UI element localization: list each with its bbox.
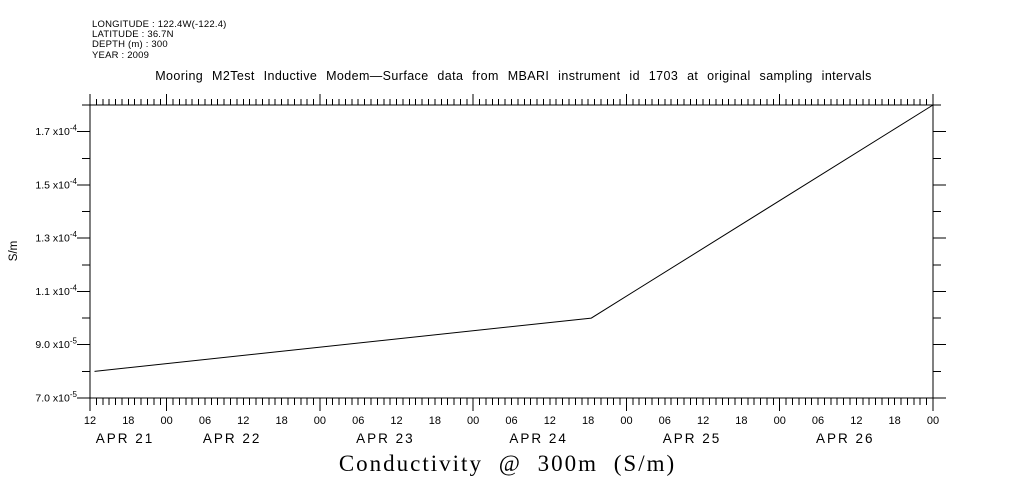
x-hour-label: 00 bbox=[467, 415, 479, 427]
x-date-label: APR 21 bbox=[96, 431, 155, 446]
x-hour-label: 18 bbox=[275, 415, 287, 427]
metadata-year: YEAR : 2009 bbox=[92, 49, 150, 61]
x-date-label: APR 23 bbox=[356, 431, 415, 446]
x-hour-label: 06 bbox=[659, 415, 671, 427]
metadata-longitude: LONGITUDE : 122.4W(-122.4) bbox=[92, 19, 227, 30]
x-hour-label: 06 bbox=[505, 415, 517, 427]
plot-frame bbox=[89, 104, 934, 399]
metadata-block: LONGITUDE : 122.4W(-122.4) LATITUDE : 36… bbox=[92, 19, 227, 61]
data-line bbox=[94, 104, 934, 372]
x-hour-label: 18 bbox=[122, 415, 134, 427]
footer-title: Conductivity @ 300m (S/m) bbox=[338, 451, 677, 476]
x-hour-label: 00 bbox=[314, 415, 326, 427]
x-date-label: APR 25 bbox=[663, 431, 722, 446]
x-hour-label: 06 bbox=[199, 415, 211, 427]
x-hour-label: 06 bbox=[352, 415, 364, 427]
x-hour-label: 12 bbox=[237, 415, 249, 427]
x-hour-label: 12 bbox=[544, 415, 556, 427]
y-tick-label: 1.1 x10-4 bbox=[35, 283, 77, 298]
y-tick-label: 1.5 x10-4 bbox=[35, 177, 77, 192]
x-date-label: APR 22 bbox=[203, 431, 262, 446]
x-hour-label: 12 bbox=[390, 415, 402, 427]
axis-tick-labels: 7.0 x10-5 9.0 x10-5 1.1 x10-4 1.3 x10-4 1.5 … bbox=[35, 124, 939, 446]
metadata-depth: DEPTH (m) : 300 bbox=[92, 39, 168, 51]
x-date-label: APR 26 bbox=[816, 431, 875, 446]
x-hour-label: 00 bbox=[774, 415, 786, 427]
x-hour-label: 18 bbox=[889, 415, 901, 427]
x-hour-label: 12 bbox=[84, 415, 96, 427]
x-hour-label: 12 bbox=[850, 415, 862, 427]
x-hour-label: 00 bbox=[161, 415, 173, 427]
axes-and-ticks bbox=[77, 94, 946, 411]
y-tick-label: 9.0 x10-5 bbox=[35, 337, 77, 352]
x-hour-label: 18 bbox=[735, 415, 747, 427]
x-hour-label: 00 bbox=[927, 415, 939, 427]
x-hour-label: 18 bbox=[429, 415, 441, 427]
y-tick-label: 7.0 x10-5 bbox=[35, 390, 77, 405]
plot-title: Mooring M2Test Inductive Modem—Surface d… bbox=[155, 69, 872, 83]
y-tick-label: 1.3 x10-4 bbox=[35, 230, 77, 245]
x-hour-label: 06 bbox=[812, 415, 824, 427]
x-hour-label: 18 bbox=[582, 415, 594, 427]
x-date-label: APR 24 bbox=[509, 431, 568, 446]
x-hour-label: 12 bbox=[697, 415, 709, 427]
metadata-latitude: LATITUDE : 36.7N bbox=[92, 29, 174, 41]
y-tick-label: 1.7 x10-4 bbox=[35, 124, 77, 139]
x-hour-label: 00 bbox=[620, 415, 632, 427]
